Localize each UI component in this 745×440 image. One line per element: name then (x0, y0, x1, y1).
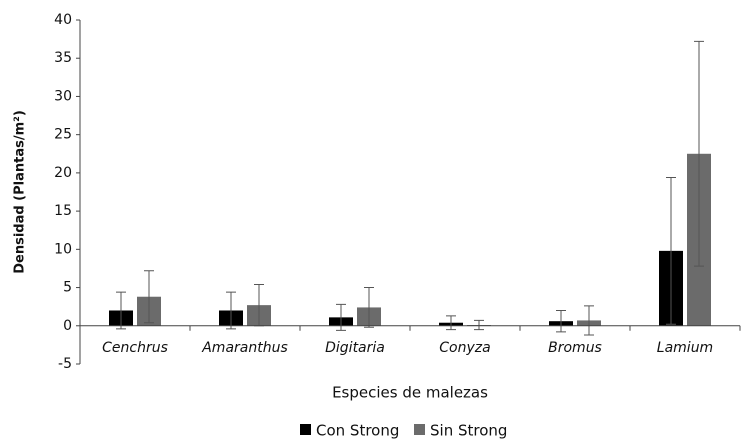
x-tick-label: Bromus (548, 340, 602, 356)
x-tick-label: Amaranthus (201, 340, 288, 356)
error-bar (666, 176, 676, 325)
x-tick-label: Lamium (657, 340, 713, 356)
error-bar (474, 319, 484, 331)
y-tick-label: 40 (54, 12, 72, 28)
error-bar (116, 291, 126, 330)
x-tick-label: Cenchrus (102, 340, 168, 356)
legend-label: Con Strong (316, 422, 399, 440)
y-tick-label: 30 (54, 88, 72, 104)
y-tick-label: -5 (58, 356, 72, 372)
error-bar (556, 309, 566, 333)
y-tick-label: 15 (54, 203, 72, 219)
error-bar (226, 291, 236, 330)
error-bar (446, 315, 456, 331)
error-bar (584, 305, 594, 336)
y-axis-label: Densidad (Plantas/m²) (13, 110, 28, 274)
error-bar (364, 287, 374, 328)
y-tick-label: 5 (63, 280, 72, 296)
y-tick-label: 10 (54, 241, 72, 257)
x-tick-label: Digitaria (325, 340, 385, 356)
error-bar (144, 270, 154, 324)
legend-label: Sin Strong (430, 422, 507, 440)
x-axis-label: Especies de malezas (332, 384, 488, 402)
legend-swatch (300, 424, 311, 435)
y-tick-label: 35 (54, 50, 72, 66)
y-tick-label: 20 (54, 165, 72, 181)
y-tick-label: 25 (54, 127, 72, 143)
x-tick-label: Conyza (439, 340, 490, 356)
legend-swatch (414, 424, 425, 435)
y-tick-label: 0 (63, 318, 72, 334)
error-bar (694, 40, 704, 267)
